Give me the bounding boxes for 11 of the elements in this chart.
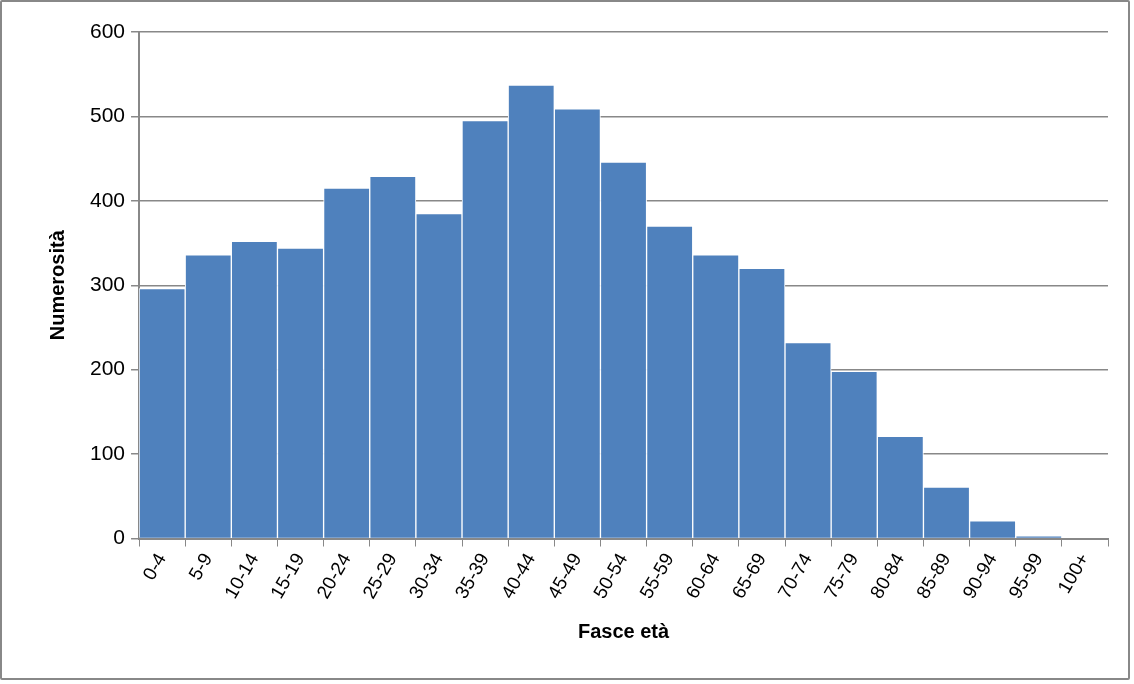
y-axis-title: Numerosità bbox=[45, 229, 68, 341]
y-tick-label: 600 bbox=[89, 18, 126, 42]
y-tick-label: 500 bbox=[89, 103, 126, 127]
y-tick-label: 400 bbox=[89, 187, 126, 211]
y-tick-label: 100 bbox=[89, 440, 126, 464]
x-axis-title: Fasce età bbox=[577, 619, 670, 642]
y-tick-label: 200 bbox=[89, 356, 126, 380]
y-tick-label: 0 bbox=[113, 525, 126, 549]
x-tick-label: 5-9 bbox=[184, 549, 217, 584]
y-tick-label: 300 bbox=[89, 272, 126, 296]
x-tick-label: 0-4 bbox=[138, 549, 171, 584]
